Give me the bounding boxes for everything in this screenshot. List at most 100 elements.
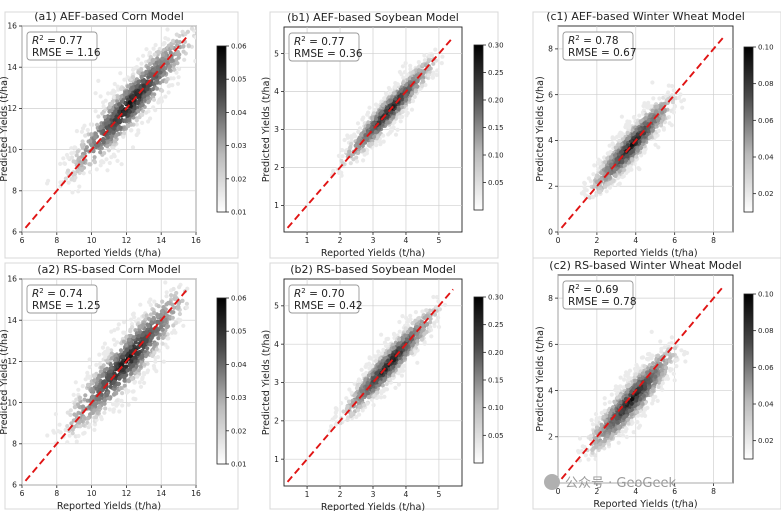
x-tick-label: 8 (54, 236, 59, 245)
scatter-point (149, 320, 154, 325)
scatter-point (71, 159, 76, 164)
scatter-point (165, 324, 171, 329)
scatter-point (413, 349, 418, 354)
scatter-point (374, 117, 379, 122)
scatter-point (115, 326, 120, 331)
scatter-point (336, 170, 342, 175)
scatter-point (143, 354, 148, 359)
scatter-point (72, 412, 77, 417)
scatter-point (96, 114, 101, 119)
scatter-point (112, 95, 117, 100)
scatter-point (340, 154, 345, 159)
scatter-point (120, 367, 125, 373)
scatter-point (99, 365, 104, 370)
scatter-point (163, 307, 168, 312)
panel-border (269, 11, 499, 259)
scatter-point (144, 313, 149, 318)
scatter-point (385, 120, 390, 125)
scatter-point (404, 113, 409, 118)
scatter-point (117, 409, 122, 414)
scatter-point (57, 422, 62, 427)
scatter-point (111, 409, 116, 414)
scatter-point (153, 42, 158, 48)
scatter-point (396, 371, 401, 376)
scatter-point (134, 132, 139, 138)
scatter-point (409, 327, 414, 332)
scatter-point (80, 404, 86, 409)
scatter-point (121, 134, 126, 139)
scatter-point (681, 97, 687, 102)
x-tick-label: 16 (191, 489, 201, 498)
scatter-point (424, 308, 429, 313)
scatter-point (154, 86, 159, 91)
scatter-point (635, 148, 640, 153)
scatter-point (90, 387, 95, 392)
scatter-point (133, 340, 138, 345)
scatter-point (174, 32, 179, 37)
colorbar-tick-label: 0.03 (231, 394, 247, 402)
scatter-point (101, 351, 106, 356)
scatter-point (85, 127, 90, 133)
scatter-point (111, 130, 116, 135)
y-tick-label: 4 (274, 87, 279, 96)
scatter-point (98, 94, 103, 99)
x-tick-label: 3 (371, 236, 376, 245)
scatter-point (391, 115, 396, 120)
rmse-value: RMSE = 1.25 (32, 300, 101, 312)
stats-box (26, 284, 98, 314)
scatter-point (181, 323, 186, 328)
scatter-point (126, 402, 131, 407)
scatter-point (414, 83, 419, 88)
scatter-point (593, 412, 599, 417)
scatter-point (141, 83, 146, 88)
scatter-point (391, 91, 396, 96)
scatter-point (98, 163, 103, 168)
scatter-point (172, 62, 177, 67)
scatter-point (383, 91, 389, 96)
scatter-point (635, 132, 640, 137)
scatter-point (97, 352, 102, 357)
scatter-point (73, 145, 78, 150)
scatter-point (379, 110, 384, 115)
scatter-point (357, 378, 362, 383)
density-scatter (560, 35, 725, 229)
scatter-point (134, 364, 139, 369)
scatter-point (122, 383, 127, 388)
scatter-point (111, 88, 116, 93)
scatter-point (90, 394, 95, 399)
scatter-point (141, 79, 146, 84)
scatter-point (156, 336, 161, 341)
scatter-point (85, 420, 90, 425)
scatter-point (153, 359, 158, 364)
scatter-point (679, 348, 684, 353)
scatter-point (389, 110, 394, 115)
scatter-point (625, 130, 630, 136)
scatter-point (131, 389, 136, 394)
y-tick-label: 16 (7, 22, 17, 31)
scatter-point (590, 195, 596, 200)
scatter-point (119, 94, 124, 99)
scatter-point (133, 359, 138, 364)
scatter-point (400, 101, 405, 106)
scatter-point (104, 393, 109, 398)
x-tick-label: 6 (20, 236, 25, 245)
scatter-point (184, 305, 189, 310)
scatter-point (579, 191, 585, 196)
x-tick-label: 4 (404, 236, 409, 245)
scatter-point (607, 174, 612, 180)
scatter-point (82, 397, 87, 402)
scatter-point (106, 376, 111, 381)
scatter-point (604, 189, 609, 194)
scatter-point (397, 355, 402, 360)
scatter-point (371, 111, 376, 116)
scatter-point (175, 49, 180, 55)
scatter-point (403, 326, 408, 331)
scatter-point (77, 395, 83, 400)
scatter-point (375, 380, 380, 385)
x-axis-title: Reported Yields (t/ha) (593, 248, 697, 259)
y-tick-label: 4 (274, 340, 279, 349)
scatter-point (436, 324, 442, 330)
scatter-point (386, 132, 391, 137)
scatter-point (367, 366, 372, 371)
